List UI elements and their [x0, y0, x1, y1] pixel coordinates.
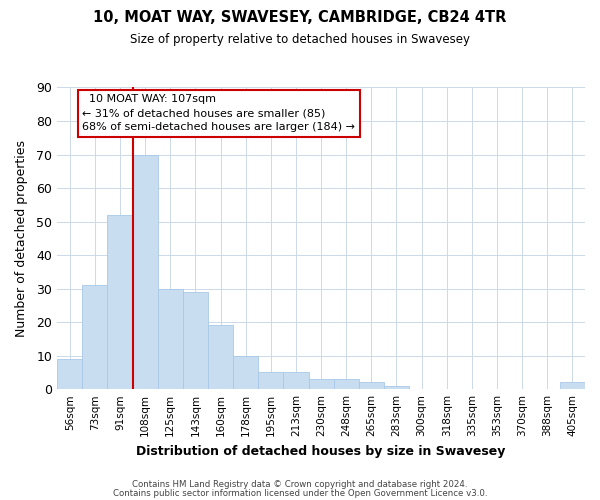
- Bar: [82, 286, 107, 389]
- Bar: [208, 326, 233, 389]
- Bar: [158, 288, 183, 389]
- Bar: [233, 356, 258, 389]
- Text: Contains HM Land Registry data © Crown copyright and database right 2024.: Contains HM Land Registry data © Crown c…: [132, 480, 468, 489]
- Bar: [359, 382, 384, 389]
- Text: 10, MOAT WAY, SWAVESEY, CAMBRIDGE, CB24 4TR: 10, MOAT WAY, SWAVESEY, CAMBRIDGE, CB24 …: [94, 10, 506, 25]
- Text: Contains public sector information licensed under the Open Government Licence v3: Contains public sector information licen…: [113, 489, 487, 498]
- Bar: [283, 372, 308, 389]
- Bar: [183, 292, 208, 389]
- Bar: [384, 386, 409, 389]
- Text: 10 MOAT WAY: 107sqm  
← 31% of detached houses are smaller (85)
68% of semi-deta: 10 MOAT WAY: 107sqm ← 31% of detached ho…: [82, 94, 355, 132]
- X-axis label: Distribution of detached houses by size in Swavesey: Distribution of detached houses by size …: [136, 444, 506, 458]
- Text: Size of property relative to detached houses in Swavesey: Size of property relative to detached ho…: [130, 32, 470, 46]
- Bar: [57, 359, 82, 389]
- Bar: [334, 379, 359, 389]
- Bar: [560, 382, 585, 389]
- Bar: [107, 215, 133, 389]
- Y-axis label: Number of detached properties: Number of detached properties: [15, 140, 28, 337]
- Bar: [308, 379, 334, 389]
- Bar: [133, 154, 158, 389]
- Bar: [258, 372, 283, 389]
